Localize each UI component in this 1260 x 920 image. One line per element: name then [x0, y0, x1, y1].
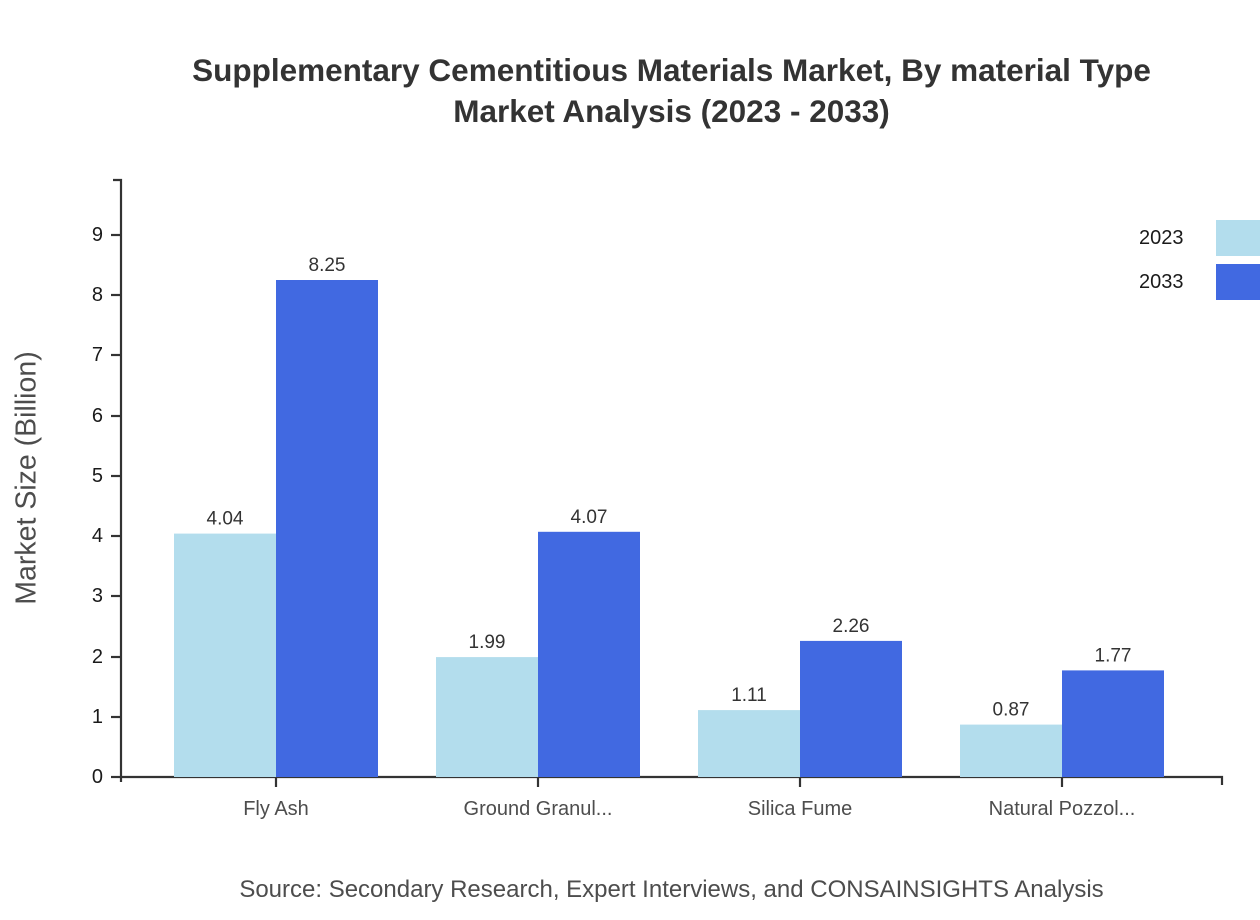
svg-text:9: 9: [92, 224, 103, 246]
svg-text:4.04: 4.04: [207, 509, 244, 530]
svg-text:Silica Fume: Silica Fume: [748, 798, 852, 820]
svg-text:3: 3: [92, 585, 103, 607]
svg-text:5: 5: [92, 465, 103, 487]
svg-text:7: 7: [92, 344, 103, 366]
svg-text:Ground Granul...: Ground Granul...: [464, 798, 613, 820]
svg-text:6: 6: [92, 405, 103, 427]
svg-text:8.25: 8.25: [309, 255, 346, 276]
svg-text:2.26: 2.26: [833, 616, 870, 637]
svg-text:4: 4: [92, 525, 103, 547]
svg-text:4.07: 4.07: [571, 507, 608, 528]
svg-text:2: 2: [92, 646, 103, 668]
svg-text:Fly Ash: Fly Ash: [243, 798, 309, 820]
svg-text:8: 8: [92, 284, 103, 306]
svg-text:1: 1: [92, 706, 103, 728]
svg-text:1.77: 1.77: [1095, 645, 1132, 666]
svg-text:1.11: 1.11: [731, 685, 767, 706]
svg-text:1.99: 1.99: [469, 632, 506, 653]
svg-text:0: 0: [92, 766, 103, 788]
svg-text:0.87: 0.87: [993, 700, 1030, 721]
svg-text:Natural Pozzol...: Natural Pozzol...: [989, 798, 1136, 820]
